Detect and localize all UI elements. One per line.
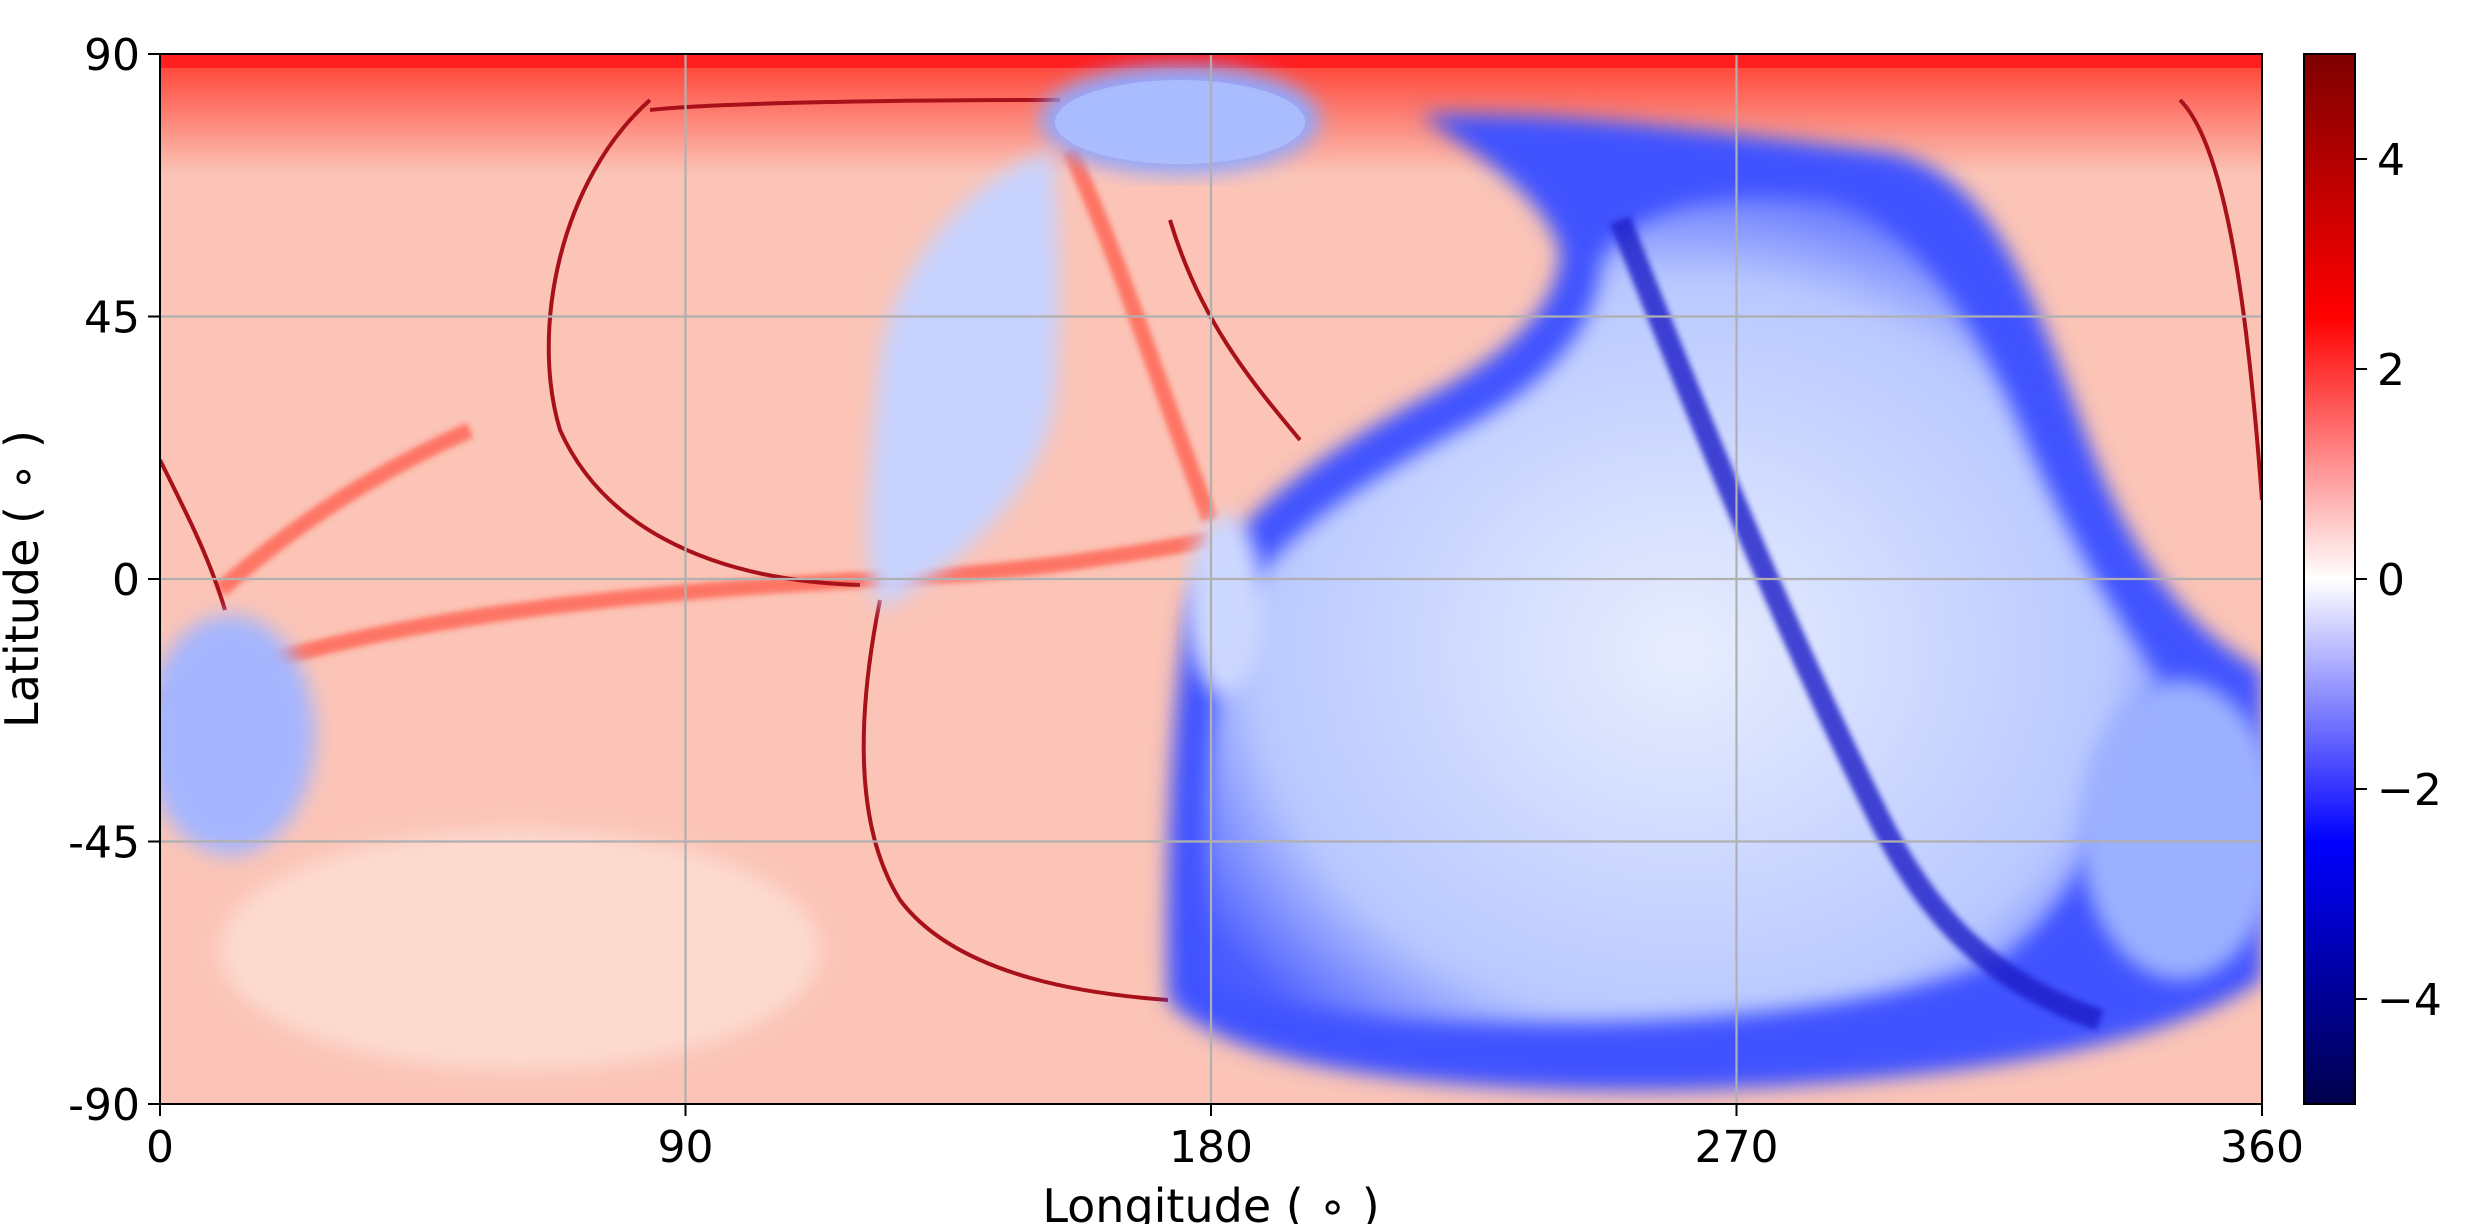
colorbar-tick-label: 2 — [2377, 345, 2405, 396]
y-tick-label: 90 — [84, 30, 140, 81]
colorbar-tick-label: −2 — [2377, 765, 2442, 816]
colorbar-tick-label: −4 — [2377, 975, 2442, 1026]
y-tick-label: 45 — [84, 293, 140, 344]
x-tick-label: 0 — [146, 1122, 174, 1173]
x-axis-label: Longitude ( ∘ ) — [1042, 1179, 1379, 1224]
x-tick-label: 90 — [658, 1122, 714, 1173]
colorbar-ticks: 4 2 0 −2 −4 — [2355, 135, 2442, 1026]
x-tick-label: 270 — [1695, 1122, 1779, 1173]
y-axis-ticks: 90 45 0 -45 -90 — [68, 30, 160, 1131]
colorbar-tick-label: 4 — [2377, 135, 2405, 186]
x-axis-ticks: 0 90 180 270 360 — [146, 1104, 2304, 1173]
colorbar-tick-label: 0 — [2377, 555, 2405, 606]
y-tick-label: -90 — [68, 1080, 140, 1131]
y-tick-label: 0 — [112, 555, 140, 606]
colorbar — [2303, 53, 2356, 1105]
x-tick-label: 360 — [2220, 1122, 2304, 1173]
grid-lines — [160, 54, 2262, 1104]
y-axis-label: Latitude ( ∘ ) — [0, 430, 49, 728]
y-tick-label: -45 — [68, 818, 140, 869]
x-tick-label: 180 — [1169, 1122, 1253, 1173]
